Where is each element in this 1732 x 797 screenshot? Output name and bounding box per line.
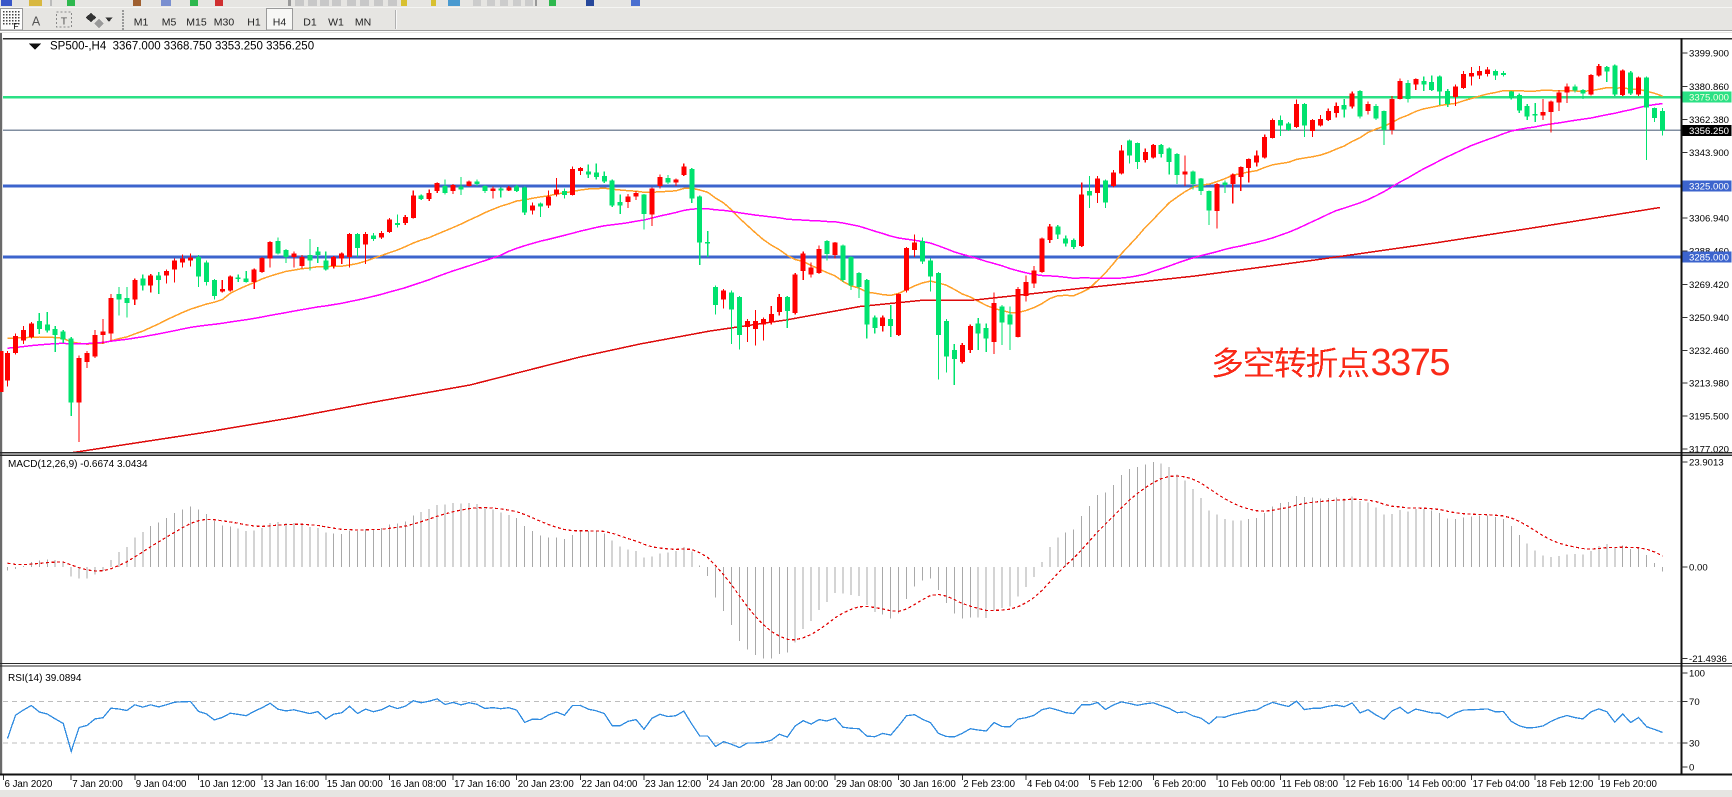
svg-text:3362.380: 3362.380 bbox=[1689, 115, 1729, 126]
svg-text:14 Feb 00:00: 14 Feb 00:00 bbox=[1409, 779, 1467, 790]
svg-text:17 Feb 04:00: 17 Feb 04:00 bbox=[1473, 779, 1531, 790]
svg-text:3325.000: 3325.000 bbox=[1689, 181, 1729, 192]
svg-text:5 Feb 12:00: 5 Feb 12:00 bbox=[1091, 779, 1143, 790]
svg-text:H1: H1 bbox=[247, 17, 261, 29]
svg-text:RSI(14) 39.0894: RSI(14) 39.0894 bbox=[8, 673, 82, 684]
svg-text:30: 30 bbox=[1689, 739, 1700, 750]
svg-text:3375: 3375 bbox=[1371, 342, 1450, 384]
svg-text:3177.020: 3177.020 bbox=[1689, 444, 1729, 455]
svg-text:0.00: 0.00 bbox=[1689, 563, 1708, 574]
svg-text:M1: M1 bbox=[134, 17, 149, 29]
svg-text:SP500-,H4 3367.000 3368.750 3: SP500-,H4 3367.000 3368.750 3353.250 335… bbox=[50, 41, 314, 53]
svg-text:3232.460: 3232.460 bbox=[1689, 346, 1729, 357]
svg-text:28 Jan 00:00: 28 Jan 00:00 bbox=[772, 779, 829, 790]
svg-text:13 Jan 16:00: 13 Jan 16:00 bbox=[263, 779, 320, 790]
svg-text:MACD(12,26,9) -0.6674 3.0434: MACD(12,26,9) -0.6674 3.0434 bbox=[8, 459, 148, 470]
svg-text:A: A bbox=[32, 15, 41, 29]
svg-text:MN: MN bbox=[355, 17, 371, 29]
svg-text:6 Feb 20:00: 6 Feb 20:00 bbox=[1154, 779, 1206, 790]
svg-text:24 Jan 20:00: 24 Jan 20:00 bbox=[709, 779, 766, 790]
svg-text:2 Feb 23:00: 2 Feb 23:00 bbox=[963, 779, 1015, 790]
svg-text:3285.000: 3285.000 bbox=[1689, 252, 1729, 263]
svg-text:7 Jan 20:00: 7 Jan 20:00 bbox=[72, 779, 123, 790]
svg-text:3269.420: 3269.420 bbox=[1689, 280, 1729, 291]
svg-text:3380.860: 3380.860 bbox=[1689, 82, 1729, 93]
svg-text:M30: M30 bbox=[214, 17, 235, 29]
svg-text:6 Jan 2020: 6 Jan 2020 bbox=[5, 779, 54, 790]
svg-text:3250.940: 3250.940 bbox=[1689, 313, 1729, 324]
svg-text:100: 100 bbox=[1689, 669, 1705, 680]
svg-text:9 Jan 04:00: 9 Jan 04:00 bbox=[136, 779, 187, 790]
svg-text:10 Feb 00:00: 10 Feb 00:00 bbox=[1218, 779, 1276, 790]
svg-text:20 Jan 23:00: 20 Jan 23:00 bbox=[518, 779, 575, 790]
svg-text:H4: H4 bbox=[273, 17, 287, 29]
svg-text:10 Jan 12:00: 10 Jan 12:00 bbox=[200, 779, 257, 790]
svg-text:M15: M15 bbox=[186, 17, 207, 29]
svg-text:-21.4936: -21.4936 bbox=[1689, 654, 1727, 665]
svg-text:30 Jan 16:00: 30 Jan 16:00 bbox=[900, 779, 957, 790]
svg-text:3343.900: 3343.900 bbox=[1689, 148, 1729, 159]
svg-text:3213.980: 3213.980 bbox=[1689, 379, 1729, 390]
svg-text:D1: D1 bbox=[303, 17, 317, 29]
svg-text:23.9013: 23.9013 bbox=[1689, 458, 1724, 469]
svg-text:19 Feb 20:00: 19 Feb 20:00 bbox=[1600, 779, 1658, 790]
svg-text:3375.000: 3375.000 bbox=[1689, 93, 1729, 104]
svg-text:11 Feb 08:00: 11 Feb 08:00 bbox=[1282, 779, 1339, 790]
svg-text:M5: M5 bbox=[162, 17, 177, 29]
svg-text:F: F bbox=[13, 21, 18, 31]
svg-text:23 Jan 12:00: 23 Jan 12:00 bbox=[645, 779, 702, 790]
svg-text:3306.940: 3306.940 bbox=[1689, 213, 1729, 224]
svg-text:29 Jan 08:00: 29 Jan 08:00 bbox=[836, 779, 893, 790]
svg-text:18 Feb 12:00: 18 Feb 12:00 bbox=[1536, 779, 1594, 790]
svg-text:T: T bbox=[61, 16, 68, 28]
svg-text:4 Feb 04:00: 4 Feb 04:00 bbox=[1027, 779, 1079, 790]
svg-text:12 Feb 16:00: 12 Feb 16:00 bbox=[1345, 779, 1403, 790]
svg-text:3195.500: 3195.500 bbox=[1689, 412, 1729, 423]
svg-text:16 Jan 08:00: 16 Jan 08:00 bbox=[390, 779, 447, 790]
svg-text:3356.250: 3356.250 bbox=[1689, 126, 1729, 137]
svg-text:17 Jan 16:00: 17 Jan 16:00 bbox=[454, 779, 511, 790]
svg-text:3399.900: 3399.900 bbox=[1689, 48, 1729, 59]
svg-text:W1: W1 bbox=[328, 17, 344, 29]
svg-text:70: 70 bbox=[1689, 697, 1700, 708]
svg-text:0: 0 bbox=[1689, 763, 1694, 774]
svg-text:22 Jan 04:00: 22 Jan 04:00 bbox=[581, 779, 638, 790]
svg-text:15 Jan 00:00: 15 Jan 00:00 bbox=[327, 779, 384, 790]
